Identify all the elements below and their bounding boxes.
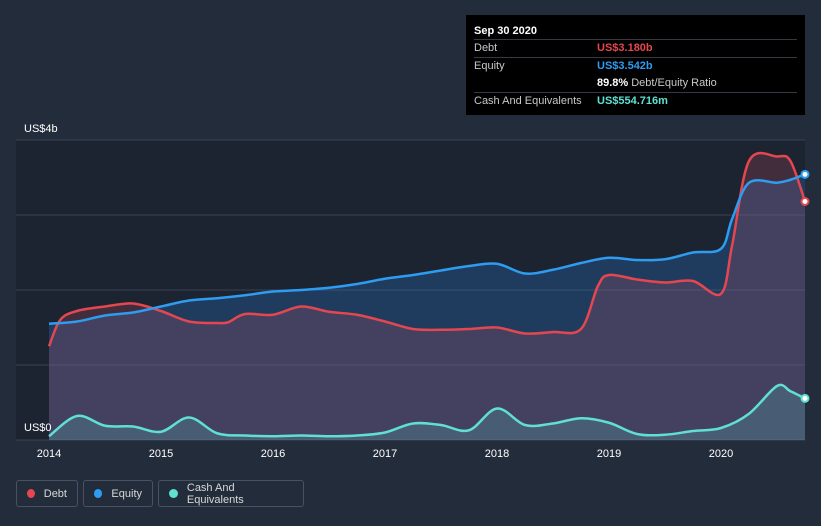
tooltip-ratio-name: Debt/Equity Ratio	[631, 77, 717, 89]
tooltip-equity-value: US$3.542b	[597, 60, 653, 72]
debt-end-marker	[800, 197, 810, 206]
x-tick-label: 2020	[709, 448, 733, 460]
x-tick-label: 2016	[261, 448, 285, 460]
data-tooltip: Sep 30 2020 Debt US$3.180b Equity US$3.5…	[466, 15, 805, 115]
debt-area	[49, 153, 805, 440]
equity-legend-dot-icon	[94, 489, 103, 498]
equity-area	[49, 174, 805, 440]
x-tick-label: 2014	[37, 448, 61, 460]
legend-label-debt: Debt	[43, 487, 67, 500]
legend-item-cash[interactable]: Cash And Equivalents	[158, 480, 304, 507]
series-lines	[47, 151, 807, 438]
tooltip-row-ratio: 89.8% Debt/Equity Ratio	[474, 75, 797, 92]
x-tick-label: 2017	[373, 448, 397, 460]
x-tick-label: 2015	[149, 448, 173, 460]
tooltip-ratio-label	[474, 75, 597, 92]
tooltip-row-cash: Cash And Equivalents US$554.716m	[474, 92, 797, 110]
tooltip-debt-value: US$3.180b	[597, 42, 653, 54]
tooltip-date: Sep 30 2020	[474, 25, 537, 37]
y-axis-top-label: US$4b	[24, 123, 58, 135]
legend-item-equity[interactable]: Equity	[83, 480, 153, 507]
equity-line	[48, 173, 806, 325]
grid-lines	[16, 139, 805, 441]
tooltip-ratio-value: 89.8%	[597, 77, 629, 89]
cash-legend-dot-icon	[169, 489, 178, 498]
tooltip-cash-label: Cash And Equivalents	[474, 95, 582, 107]
legend-label-equity: Equity	[111, 487, 142, 500]
legend-item-debt[interactable]: Debt	[16, 480, 78, 507]
tooltip-debt-label: Debt	[474, 42, 498, 54]
equity-end-marker	[800, 169, 810, 179]
debt-line	[47, 151, 807, 347]
tooltip-cash-value: US$554.716m	[597, 95, 668, 107]
tooltip-row-equity: Equity US$3.542b	[474, 57, 797, 75]
cash-and-equivalents-end-marker	[800, 393, 810, 403]
series-end-markers	[800, 169, 810, 403]
y-axis-bottom-label: US$0	[24, 422, 52, 434]
x-tick-label: 2018	[485, 448, 509, 460]
legend-label-cash: Cash And Equivalents	[186, 481, 244, 506]
tooltip-equity-label: Equity	[474, 60, 505, 72]
tooltip-row-debt: Debt US$3.180b	[474, 39, 797, 57]
x-tick-label: 2019	[597, 448, 621, 460]
cash-and-equivalents-line	[48, 383, 806, 438]
x-axis-ticks: 2014 2015 2016 2017 2018 2019 2020	[37, 448, 733, 460]
debt-legend-dot-icon	[27, 489, 35, 498]
